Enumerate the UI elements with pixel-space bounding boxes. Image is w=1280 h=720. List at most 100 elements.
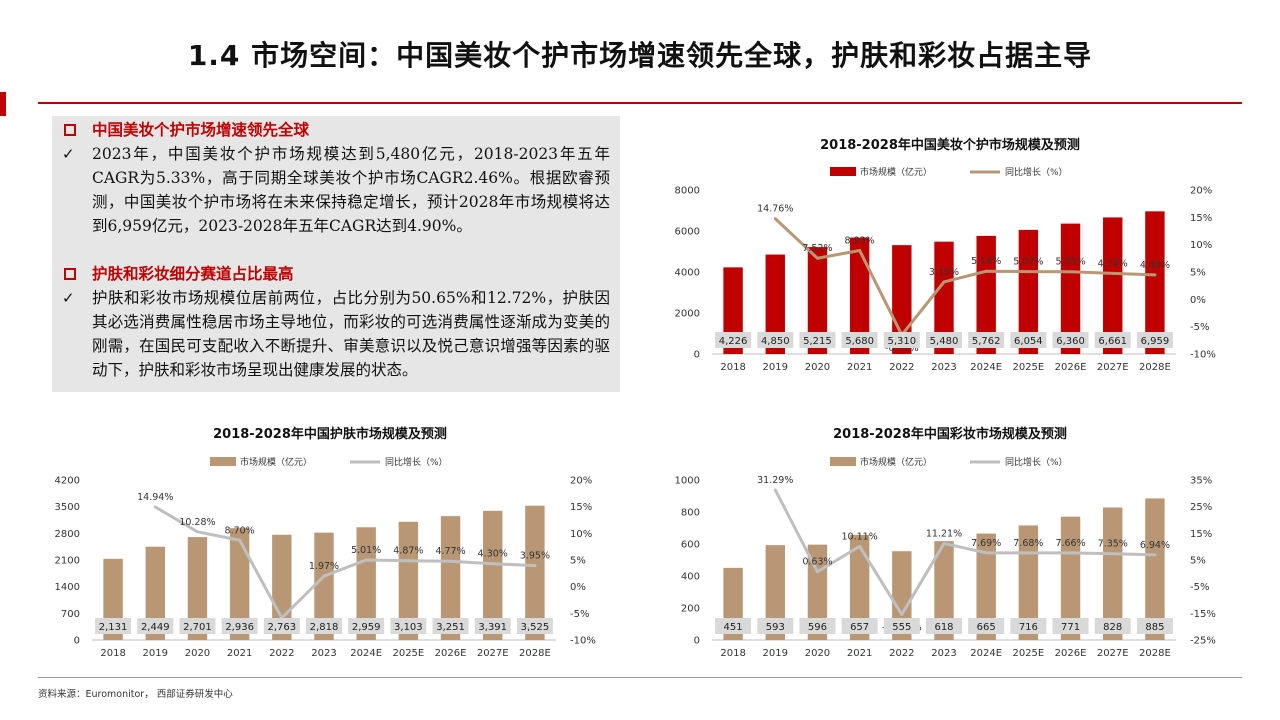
growth-point	[858, 249, 862, 253]
bar	[892, 551, 912, 640]
growth-label: 11.21%	[926, 528, 962, 539]
x-tick-label: 2026E	[1055, 648, 1087, 659]
bar	[1060, 223, 1081, 354]
bar-value-label: 3,103	[394, 622, 423, 633]
bar	[765, 254, 785, 354]
bar-value-box	[883, 618, 920, 634]
accent-marker	[0, 92, 6, 116]
bar-value-label: 5,215	[803, 336, 832, 347]
bar-value-label: 3,391	[478, 622, 507, 633]
growth-label: 1.97%	[309, 561, 339, 572]
y-left-tick-label: 0	[74, 636, 80, 647]
bar-value-box	[1010, 332, 1047, 348]
legend-bar-label: 市场规模（亿元）	[240, 456, 312, 468]
bar-value-label: 6,054	[1014, 336, 1043, 347]
chart-legend: 市场规模（亿元） 同比增长（%）	[830, 456, 1068, 468]
bar	[849, 534, 870, 640]
x-tick-label: 2022	[889, 648, 914, 659]
legend-line-label: 同比增长（%）	[385, 456, 448, 468]
x-tick-label: 2020	[805, 648, 830, 659]
growth-label: 10.11%	[842, 531, 878, 542]
bar-value-label: 828	[1103, 622, 1122, 633]
bar-value-label: 665	[977, 622, 996, 633]
growth-point	[815, 570, 819, 574]
growth-label: 14.94%	[137, 492, 173, 503]
x-tick-label: 2025E	[1012, 362, 1044, 373]
x-tick-label: 2020	[805, 362, 830, 373]
bar	[1145, 498, 1165, 640]
growth-point	[195, 530, 199, 534]
growth-label: 7.66%	[1055, 538, 1085, 549]
growth-point	[449, 559, 453, 563]
y-left-tick-label: 2800	[55, 529, 80, 540]
growth-label: 0.63%	[802, 557, 832, 568]
legend-bar-label: 市场规模（亿元）	[860, 456, 932, 468]
bar-value-box	[757, 618, 794, 634]
growth-point	[1069, 551, 1073, 555]
y-left-tick-label: 400	[681, 572, 700, 583]
growth-point	[942, 541, 946, 545]
growth-point	[1153, 273, 1157, 277]
growth-point	[942, 280, 946, 284]
bar-value-box	[306, 618, 342, 634]
bar	[525, 505, 545, 640]
bullet-text: 2023年，中国美妆个护市场规模达到5,480亿元，2018-2023年五年CA…	[92, 145, 610, 235]
growth-label: 7.69%	[971, 538, 1001, 549]
bar-value-label: 4,850	[761, 336, 790, 347]
check-icon: ✓	[62, 289, 75, 307]
y-right-tick-label: 10%	[570, 529, 592, 540]
bar-value-box	[968, 618, 1005, 634]
bar-value-label: 555	[892, 622, 911, 633]
y-right-tick-label: 35%	[1190, 476, 1212, 487]
growth-label: 5.05%	[1055, 257, 1085, 268]
y-right-tick-label: -5%	[1190, 582, 1209, 593]
chart-beauty-market: 2018-2028年中国美妆个护市场规模及预测 市场规模（亿元） 同比增长（%） 0 2…	[660, 128, 1240, 378]
x-tick-label: 2022	[269, 648, 294, 659]
y-left-tick-label: 6000	[675, 227, 700, 238]
bar	[1145, 211, 1165, 354]
bar	[976, 533, 996, 640]
bar	[314, 532, 334, 640]
x-tick-label: 2019	[143, 648, 168, 659]
growth-label: 8.70%	[225, 525, 255, 536]
check-icon: ✓	[62, 145, 75, 163]
bar	[976, 235, 996, 354]
bar-value-box	[841, 618, 878, 634]
y-left-tick-label: 4000	[675, 268, 700, 279]
growth-label: 8.93%	[845, 236, 875, 247]
bar-value-label: 2,449	[141, 622, 170, 633]
square-bullet-icon	[64, 268, 76, 280]
growth-label: 4.87%	[393, 546, 423, 557]
bar-value-label: 6,959	[1141, 336, 1170, 347]
bar-value-label: 451	[724, 622, 743, 633]
bar-value-box	[926, 332, 962, 348]
y-right-tick-label: -10%	[1190, 350, 1216, 361]
y-left-tick-label: 8000	[675, 186, 700, 197]
bar-value-box	[841, 332, 878, 348]
legend-bar-swatch	[830, 167, 856, 176]
bar-value-box	[474, 618, 511, 634]
growth-point	[491, 562, 495, 566]
growth-label: 3.95%	[520, 551, 550, 562]
y-right-tick-label: -5%	[1190, 322, 1209, 333]
y-left-tick-label: 700	[61, 609, 80, 620]
bar-value-label: 5,310	[887, 336, 916, 347]
growth-point	[815, 256, 819, 260]
y-right-tick-label: 5%	[1190, 556, 1206, 567]
growth-point	[238, 538, 242, 542]
bar-value-label: 5,762	[972, 336, 1001, 347]
x-tick-label: 2023	[311, 648, 336, 659]
growth-point	[984, 269, 988, 273]
y-right-tick-label: 15%	[570, 502, 592, 513]
bar	[229, 528, 250, 640]
bar	[1018, 229, 1039, 354]
y-right-tick-label: 5%	[570, 556, 586, 567]
y-left-tick-label: 0	[694, 350, 700, 361]
x-tick-label: 2027E	[1097, 362, 1129, 373]
summary-textbox: 中国美妆个护市场增速领先全球 ✓ 2023年，中国美妆个护市场规模达到5,480…	[52, 116, 620, 392]
bullet-item: ✓ 2023年，中国美妆个护市场规模达到5,480亿元，2018-2023年五年…	[62, 142, 610, 238]
x-tick-label: 2018	[720, 362, 745, 373]
bar-value-label: 2,763	[267, 622, 296, 633]
legend-bar-label: 市场规模（亿元）	[860, 166, 932, 178]
bar-value-label: 771	[1061, 622, 1080, 633]
